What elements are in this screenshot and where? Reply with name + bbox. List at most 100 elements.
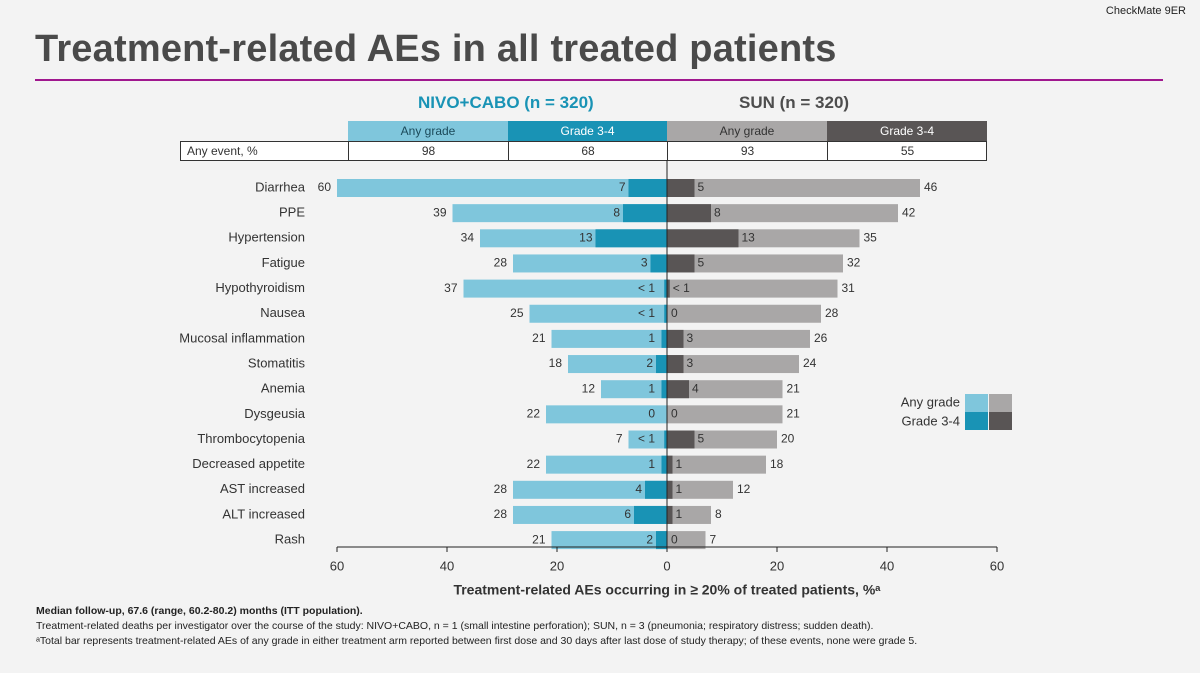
bar-nivo-g34-alt-increased: [634, 505, 667, 524]
label-nivo-any-anemia: 12: [582, 381, 596, 395]
label-sun-any-ppe: 42: [902, 205, 916, 219]
footnotes: Median follow-up, 67.6 (range, 60.2-80.2…: [36, 604, 917, 649]
bar-sun-any-fatigue: [667, 254, 843, 273]
label-nivo-g34-anemia: 1: [648, 381, 655, 395]
bar-sun-any-alt-increased: [667, 505, 711, 524]
category-label-mucosal-inflammation: Mucosal inflammation: [179, 330, 305, 345]
legend-swatch-sun-any: [989, 394, 1012, 412]
study-tag: CheckMate 9ER: [1105, 5, 1186, 17]
bar-sun-any-nausea: [667, 304, 821, 323]
category-label-rash: Rash: [275, 532, 305, 547]
bar-nivo-any-nausea: [529, 304, 667, 323]
label-nivo-any-mucosal-inflammation: 21: [532, 331, 546, 345]
label-nivo-g34-hypertension: 13: [579, 230, 593, 244]
bar-sun-any-hypothyroidism: [667, 279, 838, 298]
label-nivo-any-rash: 21: [532, 532, 546, 546]
sun-arm-title: SUN (n = 320): [739, 93, 850, 112]
label-nivo-any-ast-increased: 28: [494, 482, 508, 496]
category-label-thrombocytopenia: Thrombocytopenia: [197, 431, 305, 446]
bar-nivo-g34-hypertension: [595, 229, 667, 248]
bar-sun-g34-hypothyroidism: [667, 279, 670, 298]
bar-nivo-any-fatigue: [513, 254, 667, 273]
label-sun-g34-anemia: 4: [692, 381, 699, 395]
bar-nivo-any-alt-increased: [513, 505, 667, 524]
label-nivo-g34-rash: 2: [646, 532, 653, 546]
label-sun-any-anemia: 21: [787, 381, 801, 395]
bar-nivo-any-anemia: [601, 380, 667, 399]
category-label-decreased-appetite: Decreased appetite: [192, 456, 305, 471]
bar-sun-any-anemia: [667, 380, 783, 399]
bar-sun-g34-hypertension: [667, 229, 739, 248]
bar-nivo-g34-anemia: [661, 380, 667, 399]
label-sun-any-thrombocytopenia: 20: [781, 432, 795, 446]
title-divider: [35, 79, 1163, 81]
label-nivo-any-fatigue: 28: [494, 256, 508, 270]
nivo-cabo-arm-title: NIVO+CABO (n = 320): [418, 93, 594, 112]
legend-swatch-nivo-any: [965, 394, 988, 412]
any-event-sun-g34: 55: [900, 144, 915, 158]
label-nivo-any-hypertension: 34: [461, 230, 475, 244]
header-sun-any-grade: Any grade: [667, 121, 827, 141]
x-tick-label: 60: [330, 558, 344, 573]
label-nivo-g34-nausea: < 1: [638, 306, 655, 320]
bar-nivo-any-diarrhea: [337, 179, 667, 197]
bar-nivo-g34-rash: [656, 531, 667, 550]
bar-nivo-any-dysgeusia: [546, 405, 667, 424]
any-event-sun-any: 93: [740, 144, 755, 158]
label-nivo-any-thrombocytopenia: 7: [616, 432, 623, 446]
label-sun-g34-rash: 0: [671, 532, 678, 546]
label-sun-g34-decreased-appetite: 1: [676, 457, 683, 471]
footnote-definition: ᵃTotal bar represents treatment-related …: [36, 635, 918, 647]
bar-sun-any-diarrhea: [667, 179, 920, 197]
any-event-nivo-g34: 68: [581, 144, 595, 158]
label-sun-g34-stomatitis: 3: [687, 356, 694, 370]
cell-divider: [667, 142, 668, 160]
any-event-row: Any event, % 98 68 93 55: [180, 141, 987, 161]
label-nivo-g34-thrombocytopenia: < 1: [638, 432, 655, 446]
category-label-hypertension: Hypertension: [228, 230, 305, 245]
label-sun-any-diarrhea: 46: [924, 180, 938, 194]
bar-sun-g34-anemia: [667, 380, 689, 399]
bar-nivo-any-stomatitis: [568, 355, 667, 374]
header-nivo-grade34: Grade 3-4: [508, 121, 667, 141]
bar-sun-g34-mucosal-inflammation: [667, 329, 684, 348]
label-sun-g34-fatigue: 5: [698, 256, 705, 270]
label-nivo-any-ppe: 39: [433, 205, 447, 219]
category-label-stomatitis: Stomatitis: [248, 355, 306, 370]
category-label-alt-increased: ALT increased: [222, 506, 305, 521]
bar-sun-g34-stomatitis: [667, 355, 684, 374]
cell-divider: [508, 142, 509, 160]
bar-sun-any-mucosal-inflammation: [667, 329, 810, 348]
x-tick-label: 20: [770, 558, 784, 573]
label-sun-g34-ast-increased: 1: [676, 482, 683, 496]
label-nivo-g34-ast-increased: 4: [635, 482, 642, 496]
bar-sun-g34-thrombocytopenia: [667, 430, 695, 449]
label-sun-g34-mucosal-inflammation: 3: [687, 331, 694, 345]
category-label-hypothyroidism: Hypothyroidism: [215, 280, 305, 295]
label-sun-any-fatigue: 32: [847, 256, 861, 270]
bar-sun-any-ppe: [667, 204, 898, 223]
bar-nivo-any-hypothyroidism: [463, 279, 667, 298]
header-sun-grade34: Grade 3-4: [827, 121, 987, 141]
label-sun-g34-diarrhea: 5: [698, 180, 705, 194]
bar-sun-g34-ast-increased: [667, 480, 673, 499]
legend-label-any-grade: Any grade: [901, 394, 960, 409]
category-label-ppe: PPE: [279, 205, 305, 220]
label-sun-any-ast-increased: 12: [737, 482, 751, 496]
label-nivo-g34-ppe: 8: [613, 205, 620, 219]
label-nivo-any-dysgeusia: 22: [527, 407, 541, 421]
bar-nivo-g34-fatigue: [650, 254, 667, 273]
bar-nivo-any-ast-increased: [513, 480, 667, 499]
label-sun-g34-alt-increased: 1: [676, 507, 683, 521]
label-nivo-g34-hypothyroidism: < 1: [638, 281, 655, 295]
page-title: Treatment-related AEs in all treated pat…: [35, 28, 837, 70]
header-nivo-any-grade: Any grade: [348, 121, 508, 141]
cell-divider: [348, 142, 349, 160]
bar-nivo-any-rash: [551, 531, 667, 550]
bar-nivo-g34-decreased-appetite: [661, 455, 667, 474]
legend-label-grade34: Grade 3-4: [901, 413, 960, 428]
bar-nivo-g34-ast-increased: [645, 480, 667, 499]
label-nivo-any-decreased-appetite: 22: [527, 457, 541, 471]
bar-sun-g34-ppe: [667, 204, 711, 223]
label-nivo-g34-stomatitis: 2: [646, 356, 653, 370]
